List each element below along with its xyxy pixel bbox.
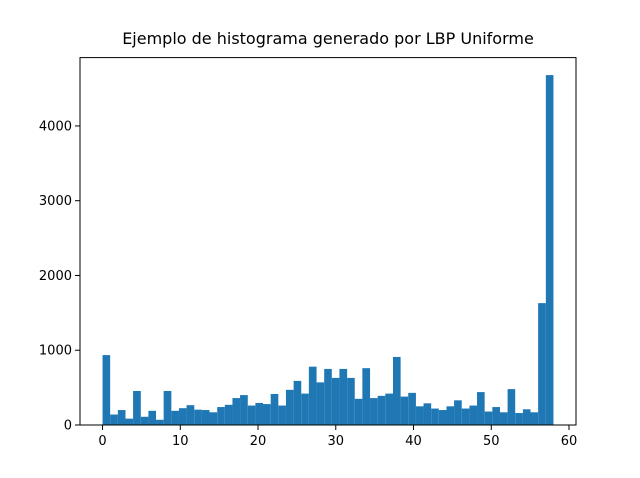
bar — [224, 404, 233, 425]
bar — [438, 410, 447, 425]
bar — [178, 408, 187, 425]
bar — [209, 412, 218, 425]
x-tick-label: 50 — [483, 434, 500, 449]
bar — [308, 366, 317, 425]
bar — [499, 412, 508, 425]
bar — [423, 403, 432, 425]
chart-title: Ejemplo de histograma generado por LBP U… — [122, 29, 534, 48]
bar — [255, 402, 264, 425]
bar — [370, 398, 378, 425]
bar — [270, 393, 279, 425]
bar — [148, 410, 157, 425]
bar — [492, 407, 500, 425]
bar — [538, 303, 546, 425]
bar — [125, 418, 134, 425]
bar — [186, 405, 195, 425]
bar — [400, 396, 409, 425]
bar — [194, 409, 202, 425]
bar — [201, 410, 210, 425]
axes-frame — [79, 57, 577, 426]
bar — [354, 398, 363, 425]
x-tick-label: 0 — [98, 434, 106, 449]
bar — [278, 405, 286, 425]
bar — [324, 368, 332, 425]
y-tick-label: 0 — [64, 419, 72, 434]
bar — [515, 413, 523, 425]
bar — [385, 393, 393, 425]
bar — [263, 404, 271, 425]
bar — [102, 355, 111, 425]
bar — [301, 393, 309, 425]
bar — [415, 406, 424, 425]
bar — [347, 377, 355, 425]
bar — [240, 395, 248, 425]
bar — [156, 419, 164, 425]
bar — [484, 411, 493, 425]
bar — [316, 382, 325, 425]
y-tick-label: 2000 — [39, 269, 72, 284]
bar — [362, 368, 371, 425]
bar — [133, 390, 141, 425]
bar — [377, 395, 386, 425]
bar — [110, 414, 118, 425]
bar — [171, 410, 179, 425]
bar — [247, 405, 256, 425]
bar — [522, 409, 531, 425]
y-tick-label: 3000 — [39, 194, 72, 209]
bar — [469, 405, 478, 425]
bar — [217, 407, 225, 425]
bar — [331, 377, 340, 425]
y-tick-label: 4000 — [39, 119, 72, 134]
bar — [117, 410, 126, 425]
bar — [477, 392, 485, 425]
bar — [545, 75, 554, 425]
bar — [163, 390, 172, 425]
bar — [392, 356, 401, 425]
x-tick-label: 60 — [561, 434, 578, 449]
x-tick-label: 30 — [328, 434, 345, 449]
bar — [339, 368, 348, 425]
bar — [408, 392, 416, 425]
bar — [446, 406, 455, 425]
bar — [454, 400, 462, 425]
bar — [431, 408, 439, 425]
x-tick-label: 20 — [250, 434, 267, 449]
bar — [140, 416, 149, 425]
bar — [461, 408, 470, 425]
bar — [232, 398, 241, 425]
y-tick-label: 1000 — [39, 344, 72, 359]
bar — [285, 389, 294, 425]
x-tick-label: 10 — [172, 434, 189, 449]
x-tick-label: 40 — [405, 434, 422, 449]
bar — [530, 412, 539, 425]
bar — [293, 380, 302, 425]
bar — [507, 389, 516, 425]
